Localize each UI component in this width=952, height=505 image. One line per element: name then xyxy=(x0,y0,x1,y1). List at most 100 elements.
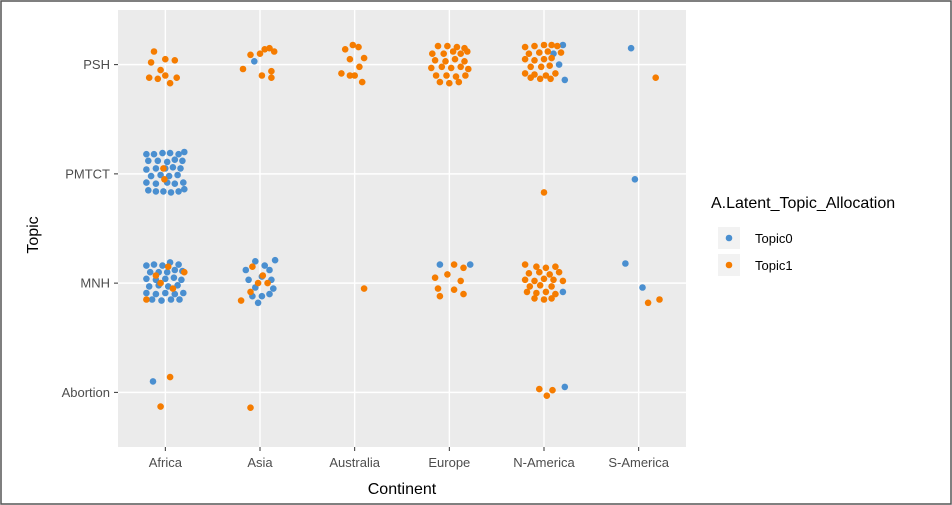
point-topic1 xyxy=(525,270,533,277)
point-topic1 xyxy=(540,55,548,63)
point-topic0 xyxy=(167,189,175,196)
point-topic1 xyxy=(442,58,449,65)
point-topic1 xyxy=(548,41,555,49)
point-topic1 xyxy=(261,46,269,53)
point-topic1 xyxy=(521,55,529,63)
point-topic0 xyxy=(157,171,164,179)
y-axis-title: Topic xyxy=(25,216,42,253)
point-topic0 xyxy=(622,260,629,267)
legend-title: A.Latent_Topic_Allocation xyxy=(711,195,895,212)
point-topic0 xyxy=(166,149,174,157)
point-topic1 xyxy=(446,79,453,87)
point-topic1 xyxy=(239,65,247,73)
point-topic1 xyxy=(552,263,559,271)
point-topic1 xyxy=(542,288,550,296)
point-topic0 xyxy=(143,275,150,283)
point-topic1 xyxy=(247,404,254,412)
point-topic1 xyxy=(533,263,540,271)
point-topic1 xyxy=(452,73,460,80)
point-topic1 xyxy=(360,285,368,292)
point-topic1 xyxy=(462,72,469,79)
point-topic0 xyxy=(171,180,179,187)
point-topic0 xyxy=(163,268,171,276)
point-topic1 xyxy=(453,43,461,51)
point-topic0 xyxy=(167,296,175,303)
point-topic0 xyxy=(261,262,269,269)
point-topic1 xyxy=(548,54,555,62)
point-topic1 xyxy=(542,72,550,79)
point-topic0 xyxy=(152,165,160,172)
point-topic0 xyxy=(171,156,179,163)
point-topic1 xyxy=(526,283,534,290)
point-topic0 xyxy=(266,266,273,274)
point-topic1 xyxy=(464,48,471,55)
point-topic1 xyxy=(550,276,557,284)
point-topic1 xyxy=(531,57,538,64)
point-topic1 xyxy=(256,50,264,57)
point-topic1 xyxy=(549,386,556,394)
point-topic1 xyxy=(656,296,663,303)
point-topic1 xyxy=(443,72,450,79)
point-topic1 xyxy=(351,72,359,79)
point-topic0 xyxy=(174,171,181,179)
point-topic1 xyxy=(162,72,169,79)
point-topic1 xyxy=(527,63,534,71)
point-topic0 xyxy=(561,76,569,84)
point-topic1 xyxy=(536,282,544,289)
point-topic0 xyxy=(180,179,187,186)
legend-swatch xyxy=(725,234,733,242)
point-topic1 xyxy=(247,51,254,59)
point-topic0 xyxy=(251,58,258,65)
point-topic1 xyxy=(559,277,567,285)
point-topic0 xyxy=(252,258,259,265)
point-topic1 xyxy=(143,296,150,303)
point-topic0 xyxy=(631,176,639,183)
point-topic1 xyxy=(644,299,652,307)
point-topic1 xyxy=(270,48,278,55)
point-topic1 xyxy=(444,42,451,50)
point-topic0 xyxy=(150,261,158,268)
point-topic0 xyxy=(165,172,173,180)
point-topic0 xyxy=(559,288,567,296)
point-topic1 xyxy=(531,295,538,302)
point-topic1 xyxy=(542,264,550,272)
point-topic1 xyxy=(527,74,534,81)
point-topic1 xyxy=(152,272,160,279)
point-topic1 xyxy=(521,70,529,77)
point-topic1 xyxy=(147,59,155,66)
point-topic1 xyxy=(434,285,442,292)
point-topic0 xyxy=(150,150,158,158)
point-topic0 xyxy=(152,188,160,195)
point-topic0 xyxy=(159,149,166,157)
point-topic1 xyxy=(451,55,459,63)
point-topic1 xyxy=(259,272,267,279)
y-axis-ticks: Abortion MNH PMTCT PSH xyxy=(62,57,118,400)
point-topic1 xyxy=(237,297,245,304)
point-topic0 xyxy=(175,150,182,158)
point-topic1 xyxy=(249,263,256,271)
point-topic1 xyxy=(543,392,551,400)
major-gridlines xyxy=(118,10,686,447)
point-topic1 xyxy=(548,283,555,290)
point-topic1 xyxy=(552,290,559,298)
point-topic1 xyxy=(434,42,442,50)
point-topic1 xyxy=(554,42,561,50)
point-topic1 xyxy=(431,274,439,282)
point-topic0 xyxy=(159,262,166,269)
point-topic0 xyxy=(149,378,157,385)
point-topic1 xyxy=(431,57,439,64)
point-topic0 xyxy=(175,261,182,268)
point-topic1 xyxy=(429,50,436,57)
point-topic1 xyxy=(160,165,167,172)
point-topic1 xyxy=(360,54,368,62)
point-topic1 xyxy=(341,46,349,53)
point-topic0 xyxy=(181,148,188,156)
point-topic0 xyxy=(176,296,183,303)
point-topic0 xyxy=(162,275,169,283)
point-topic0 xyxy=(143,262,150,269)
point-topic1 xyxy=(447,64,455,72)
point-topic1 xyxy=(145,74,153,81)
point-topic1 xyxy=(455,78,463,86)
point-topic1 xyxy=(440,50,448,57)
point-topic0 xyxy=(143,179,150,186)
